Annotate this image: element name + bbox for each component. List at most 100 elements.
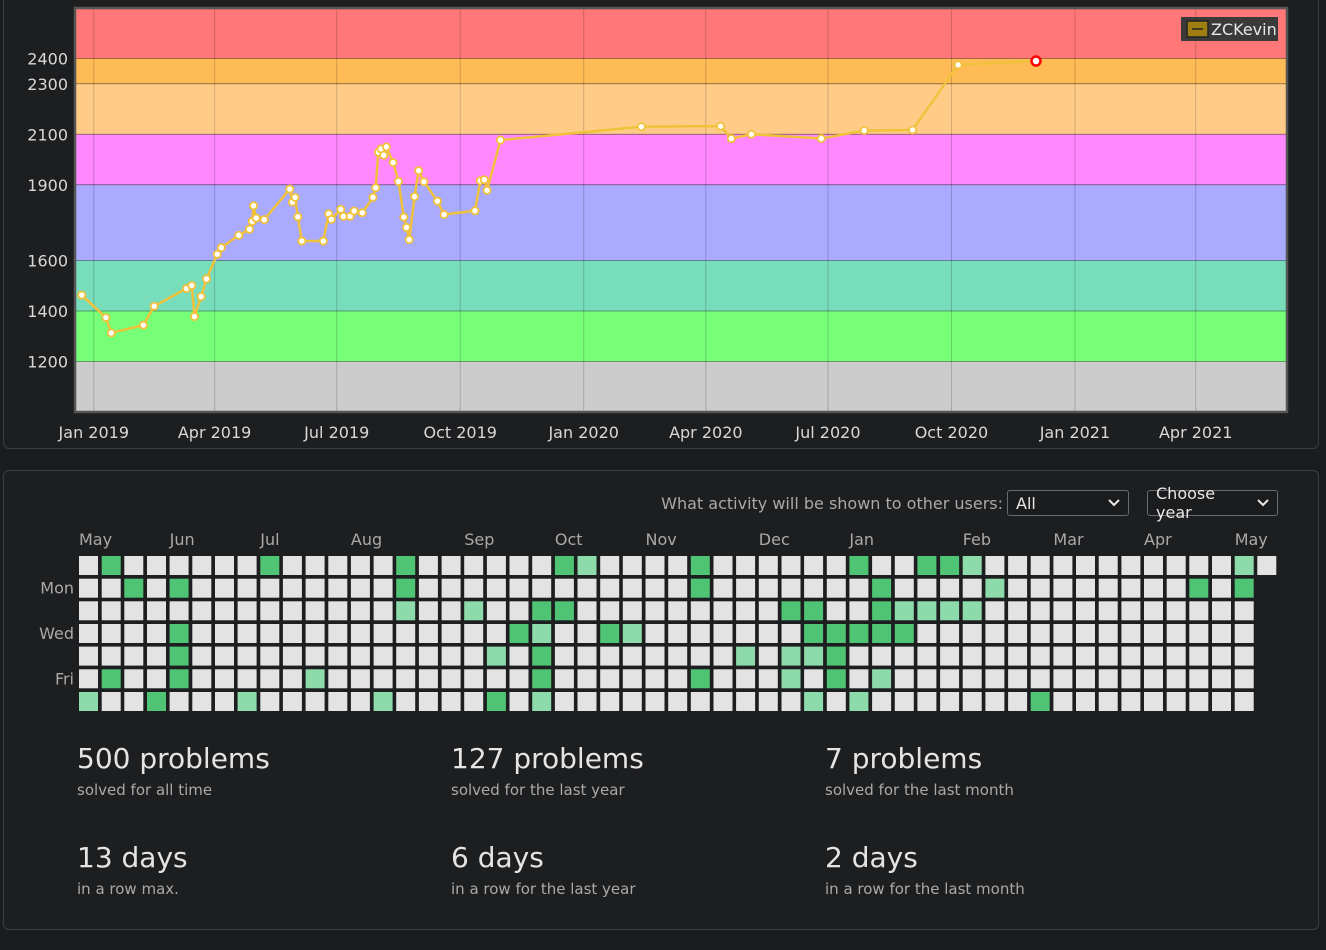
heatmap-cell[interactable]: [1008, 556, 1028, 575]
heatmap-cell[interactable]: [985, 692, 1005, 711]
heatmap-cell[interactable]: [124, 578, 144, 598]
heatmap-cell[interactable]: [758, 556, 778, 575]
heatmap-cell[interactable]: [418, 601, 438, 621]
heatmap-cell[interactable]: [668, 556, 688, 575]
heatmap-cell[interactable]: [804, 578, 824, 598]
heatmap-cell[interactable]: [1212, 669, 1231, 689]
heatmap-cell[interactable]: [1144, 646, 1163, 666]
heatmap-cell[interactable]: [147, 601, 166, 621]
rating-point[interactable]: [482, 185, 492, 195]
visibility-select[interactable]: All: [1007, 490, 1129, 516]
heatmap-cell[interactable]: [1121, 578, 1141, 598]
rating-point[interactable]: [399, 212, 409, 222]
heatmap-cell[interactable]: [350, 624, 370, 643]
heatmap-cell[interactable]: [260, 624, 280, 643]
heatmap-cell[interactable]: [645, 669, 665, 689]
heatmap-cell[interactable]: [804, 601, 824, 621]
heatmap-cell[interactable]: [1144, 624, 1163, 643]
rating-point[interactable]: [196, 292, 206, 302]
heatmap-cell[interactable]: [101, 669, 121, 689]
heatmap-cell[interactable]: [1166, 692, 1186, 711]
heatmap-cell[interactable]: [1030, 601, 1050, 621]
heatmap-cell[interactable]: [1030, 692, 1050, 711]
heatmap-cell[interactable]: [373, 692, 393, 711]
heatmap-cell[interactable]: [917, 692, 937, 711]
heatmap-cell[interactable]: [215, 601, 234, 621]
year-select[interactable]: Choose year: [1147, 484, 1278, 522]
heatmap-cell[interactable]: [1098, 669, 1118, 689]
heatmap-cell[interactable]: [917, 646, 937, 666]
heatmap-cell[interactable]: [872, 646, 892, 666]
heatmap-cell[interactable]: [736, 578, 756, 598]
heatmap-cell[interactable]: [350, 556, 370, 575]
heatmap-cell[interactable]: [781, 669, 801, 689]
heatmap-cell[interactable]: [1030, 556, 1050, 575]
heatmap-cell[interactable]: [282, 669, 302, 689]
heatmap-cell[interactable]: [328, 646, 348, 666]
heatmap-cell[interactable]: [328, 692, 348, 711]
heatmap-cell[interactable]: [985, 578, 1005, 598]
heatmap-cell[interactable]: [849, 669, 869, 689]
heatmap-cell[interactable]: [215, 624, 234, 643]
heatmap-cell[interactable]: [781, 601, 801, 621]
heatmap-cell[interactable]: [962, 578, 982, 598]
rating-point[interactable]: [379, 150, 389, 160]
heatmap-cell[interactable]: [962, 601, 982, 621]
heatmap-cell[interactable]: [645, 556, 665, 575]
heatmap-cell[interactable]: [1053, 669, 1073, 689]
rating-point[interactable]: [251, 213, 261, 223]
heatmap-cell[interactable]: [79, 692, 98, 711]
heatmap-cell[interactable]: [441, 669, 461, 689]
heatmap-cell[interactable]: [192, 624, 212, 643]
heatmap-cell[interactable]: [577, 692, 597, 711]
heatmap-cell[interactable]: [781, 692, 801, 711]
heatmap-cell[interactable]: [1212, 556, 1231, 575]
rating-point[interactable]: [419, 177, 429, 187]
heatmap-cell[interactable]: [441, 601, 461, 621]
rating-point[interactable]: [149, 301, 159, 311]
heatmap-cell[interactable]: [872, 692, 892, 711]
heatmap-cell[interactable]: [1030, 669, 1050, 689]
heatmap-cell[interactable]: [1121, 669, 1141, 689]
heatmap-cell[interactable]: [940, 601, 960, 621]
heatmap-cell[interactable]: [124, 669, 144, 689]
heatmap-cell[interactable]: [826, 692, 846, 711]
heatmap-cell[interactable]: [849, 601, 869, 621]
heatmap-cell[interactable]: [260, 556, 280, 575]
heatmap-cell[interactable]: [1234, 669, 1254, 689]
heatmap-cell[interactable]: [713, 646, 733, 666]
heatmap-cell[interactable]: [1076, 601, 1095, 621]
heatmap-cell[interactable]: [147, 556, 166, 575]
heatmap-cell[interactable]: [1076, 669, 1095, 689]
heatmap-cell[interactable]: [101, 646, 121, 666]
heatmap-cell[interactable]: [418, 692, 438, 711]
heatmap-cell[interactable]: [464, 692, 484, 711]
rating-point[interactable]: [432, 196, 442, 206]
rating-point[interactable]: [244, 224, 254, 234]
rating-point[interactable]: [297, 236, 307, 246]
heatmap-cell[interactable]: [464, 556, 484, 575]
heatmap-cell[interactable]: [940, 646, 960, 666]
heatmap-cell[interactable]: [690, 646, 710, 666]
heatmap-cell[interactable]: [962, 692, 982, 711]
heatmap-cell[interactable]: [373, 669, 393, 689]
heatmap-cell[interactable]: [237, 692, 257, 711]
heatmap-cell[interactable]: [804, 624, 824, 643]
heatmap-cell[interactable]: [305, 669, 325, 689]
heatmap-cell[interactable]: [1098, 646, 1118, 666]
rating-point[interactable]: [216, 243, 226, 253]
heatmap-cell[interactable]: [1189, 578, 1209, 598]
heatmap-cell[interactable]: [600, 669, 620, 689]
heatmap-cell[interactable]: [192, 692, 212, 711]
heatmap-cell[interactable]: [758, 624, 778, 643]
heatmap-cell[interactable]: [736, 601, 756, 621]
heatmap-cell[interactable]: [396, 578, 416, 598]
heatmap-cell[interactable]: [804, 556, 824, 575]
heatmap-cell[interactable]: [940, 578, 960, 598]
heatmap-cell[interactable]: [600, 692, 620, 711]
heatmap-cell[interactable]: [1076, 646, 1095, 666]
heatmap-cell[interactable]: [373, 578, 393, 598]
heatmap-cell[interactable]: [622, 601, 642, 621]
rating-point[interactable]: [404, 235, 414, 245]
chart-legend[interactable]: ZCKevin: [1181, 17, 1278, 41]
